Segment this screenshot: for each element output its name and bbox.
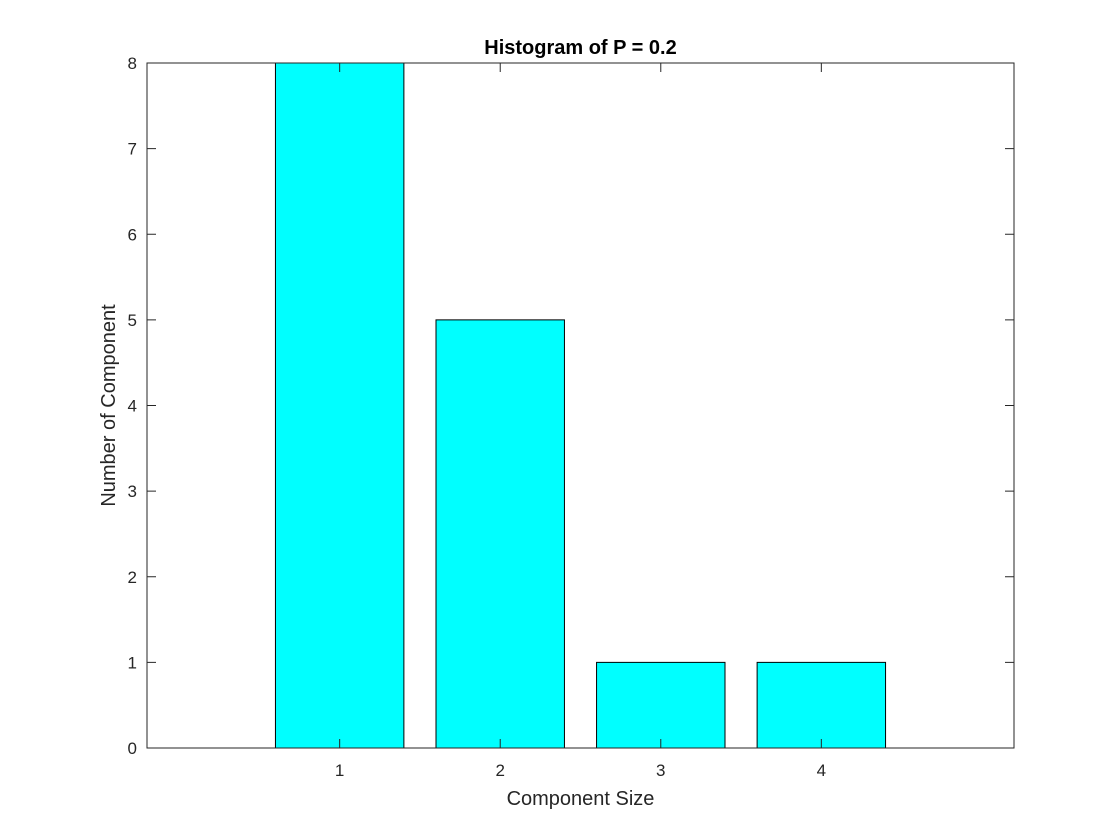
- bar-4: [756, 661, 887, 749]
- bar-1: [274, 62, 405, 749]
- y-tick-label: 3: [128, 482, 137, 501]
- y-tick-label: 8: [128, 54, 137, 73]
- axes-box: [146, 62, 1015, 749]
- x-tick-label: 1: [335, 761, 344, 780]
- tick-labels-group: 1 2 3 4 0 1 2 3 4 5 6 7 8: [128, 54, 827, 780]
- y-tick-label: 7: [128, 140, 137, 159]
- y-tick-label: 1: [128, 653, 137, 672]
- y-tick-label: 5: [128, 311, 137, 330]
- x-tick-label: 4: [817, 761, 826, 780]
- bars-group: [274, 62, 887, 749]
- ticks-group: [147, 62, 1014, 749]
- y-axis-label: Number of Component: [98, 304, 120, 507]
- y-tick-label: 6: [128, 225, 137, 244]
- x-tick-label: 3: [656, 761, 665, 780]
- chart-title: Histogram of P = 0.2: [484, 37, 676, 59]
- y-tick-label: 4: [128, 397, 137, 416]
- y-tick-label: 0: [128, 739, 137, 758]
- bar-3: [596, 661, 726, 749]
- y-tick-label: 2: [128, 568, 137, 587]
- x-axis-label: Component Size: [507, 788, 655, 810]
- x-tick-label: 2: [495, 761, 504, 780]
- bar-2: [435, 319, 565, 749]
